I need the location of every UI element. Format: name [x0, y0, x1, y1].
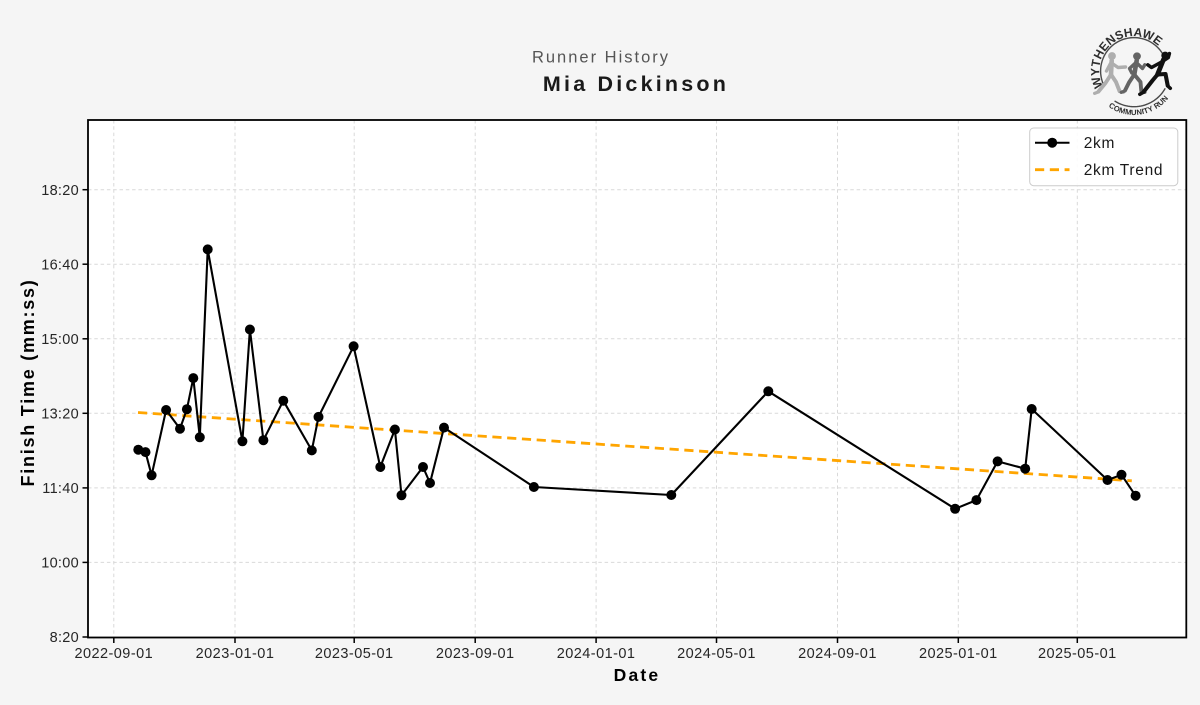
svg-text:2025-05-01: 2025-05-01 [1038, 646, 1117, 662]
svg-text:2024-09-01: 2024-09-01 [798, 646, 877, 662]
svg-text:2km: 2km [1084, 135, 1115, 152]
svg-text:2km Trend: 2km Trend [1084, 162, 1164, 179]
svg-text:2023-05-01: 2023-05-01 [315, 646, 394, 662]
svg-text:2024-05-01: 2024-05-01 [677, 646, 756, 662]
svg-text:10:00: 10:00 [41, 556, 79, 572]
svg-text:2023-09-01: 2023-09-01 [436, 646, 515, 662]
svg-text:2022-09-01: 2022-09-01 [74, 646, 153, 662]
svg-text:8:20: 8:20 [50, 630, 79, 646]
svg-text:16:40: 16:40 [41, 257, 79, 273]
svg-text:2023-01-01: 2023-01-01 [196, 646, 275, 662]
svg-text:13:20: 13:20 [41, 407, 79, 423]
svg-text:Mia Dickinson: Mia Dickinson [543, 72, 729, 96]
svg-text:18:20: 18:20 [41, 183, 79, 199]
svg-text:2024-01-01: 2024-01-01 [557, 646, 636, 662]
svg-text:Date: Date [614, 665, 661, 685]
svg-text:15:00: 15:00 [41, 332, 79, 348]
svg-text:Runner History: Runner History [532, 48, 670, 66]
svg-text:Finish Time (mm:ss): Finish Time (mm:ss) [18, 279, 38, 487]
svg-text:2025-01-01: 2025-01-01 [919, 646, 998, 662]
svg-text:11:40: 11:40 [42, 481, 79, 497]
